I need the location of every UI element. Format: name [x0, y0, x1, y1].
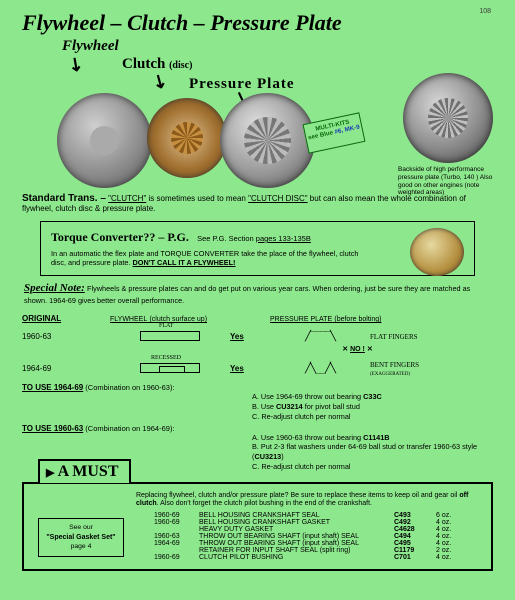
parts-row: 1960-63THROW OUT BEARING SHAFT (input sh…	[154, 533, 481, 540]
parts-table: 1960-69BELL HOUSING CRANKSHAFT SEALC4936…	[154, 512, 481, 561]
gasket-set-callout: See our "Special Gasket Set" page 4	[38, 518, 124, 557]
page-title: Flywheel – Clutch – Pressure Plate	[22, 10, 493, 36]
to-use-6063-list: A. Use 1960-63 throw out bearing C1141B …	[252, 433, 493, 472]
hero-diagram: Flywheel ↘ Clutch (disc) ↘ Pressure Plat…	[22, 38, 493, 193]
parts-row: 1964-69THROW OUT BEARING SHAFT (input sh…	[154, 540, 481, 547]
page-number: 108	[479, 8, 491, 15]
pressure-plate-2-image	[403, 73, 493, 163]
no-cross: ✕ NO ! ✕	[222, 345, 493, 353]
parts-row: 1960-69CLUTCH PILOT BUSHINGC7014 oz.	[154, 554, 481, 561]
clutch-image	[147, 98, 227, 178]
column-headers: ORIGINAL FLYWHEEL (clutch surface up) PR…	[22, 314, 493, 323]
parts-row: 1960-69BELL HOUSING CRANKSHAFT GASKETC49…	[154, 519, 481, 526]
arrow-flywheel: ↘	[63, 52, 87, 78]
label-flywheel: Flywheel	[62, 38, 119, 55]
parts-row: 1960-69BELL HOUSING CRANKSHAFT SEALC4936…	[154, 512, 481, 519]
to-use-6063: TO USE 1960-63 (Combination on 1964-69):	[22, 424, 493, 433]
pressure-plate-2-caption: Backside of high performance pressure pl…	[398, 166, 493, 197]
to-use-6469-list: A. Use 1964-69 throw out bearing C33C B.…	[252, 392, 493, 422]
flywheel-image	[57, 93, 152, 188]
torque-converter-box: Torque Converter?? – P.G. See P.G. Secti…	[40, 221, 475, 276]
row-1960-63: 1960-63 Yes ╱‾‾‾‾╲ FLAT FINGERS	[22, 331, 493, 343]
multikits-callout: MULTI-KITS see Blue #6, MK-9	[303, 112, 366, 153]
parts-row: HEAVY DUTY GASKETC46284 oz.	[154, 526, 481, 533]
special-note: Special Note: Flywheels & pressure plate…	[24, 282, 491, 306]
must-box: ▶ A MUST Replacing flywheel, clutch and/…	[22, 482, 493, 571]
parts-row: RETAINER FOR INPUT SHAFT SEAL (split rin…	[154, 547, 481, 554]
row-1964-69: 1964-69 Yes ╱╲__╱╲ BENT FINGERS(EXAGGERA…	[22, 361, 493, 377]
pressure-plate-image	[220, 93, 315, 188]
to-use-6469: TO USE 1964-69 (Combination on 1960-63):	[22, 383, 493, 392]
torque-converter-image	[410, 228, 464, 276]
must-tab: ▶ A MUST	[38, 459, 131, 483]
